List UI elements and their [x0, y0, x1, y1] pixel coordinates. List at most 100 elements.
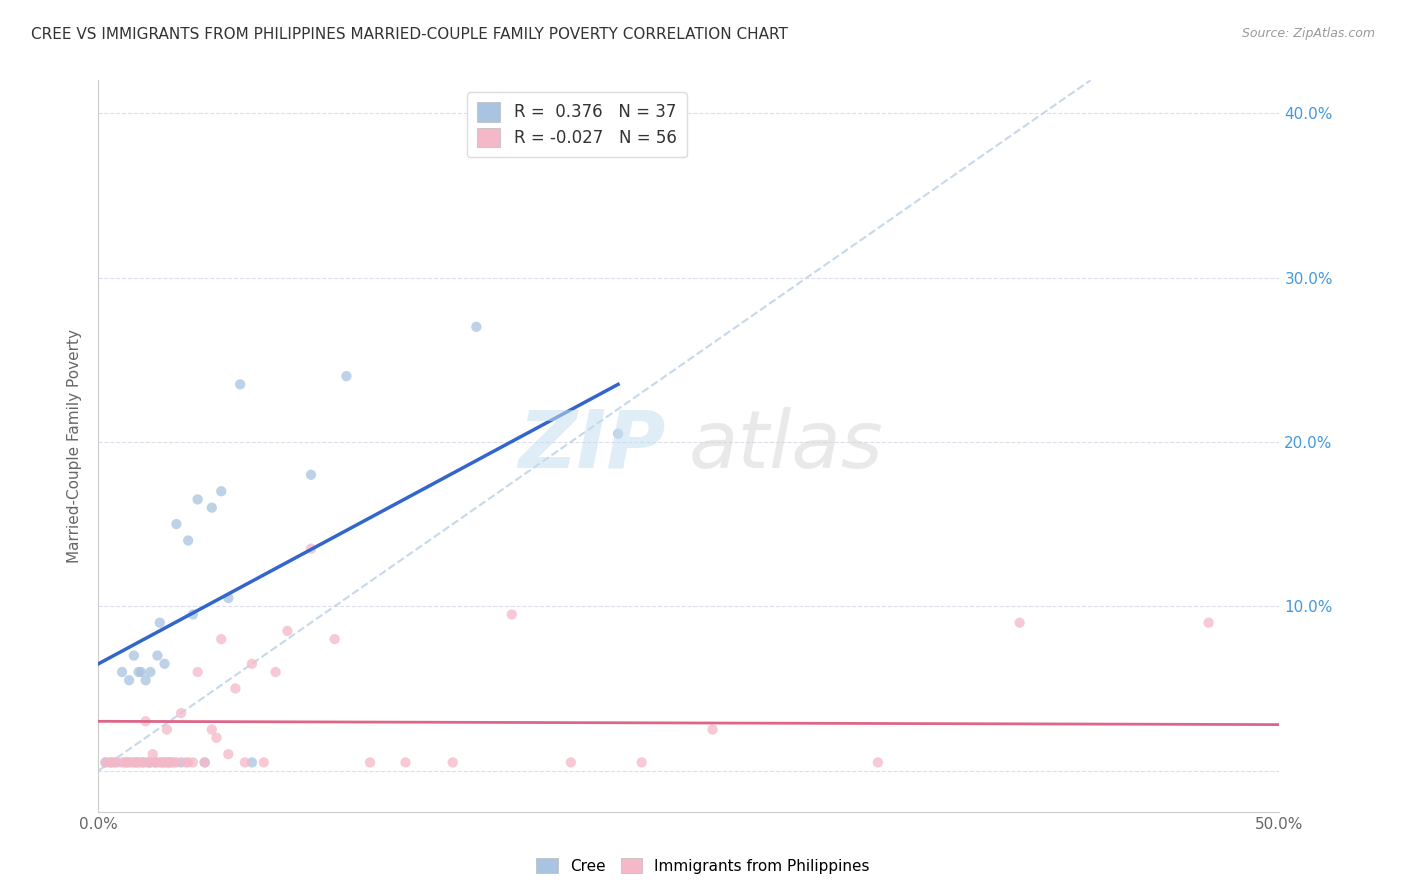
Legend: Cree, Immigrants from Philippines: Cree, Immigrants from Philippines: [530, 852, 876, 880]
Point: [104, 756, 127, 770]
Point: [111, 756, 134, 770]
Text: ZIP: ZIP: [517, 407, 665, 485]
Point: [174, 756, 197, 770]
Point: [115, 756, 138, 770]
Point: [194, 756, 217, 770]
Point: [187, 665, 209, 679]
Point: [253, 756, 276, 770]
Point: [135, 673, 157, 688]
Point: [156, 756, 179, 770]
Y-axis label: Married-Couple Family Poverty: Married-Couple Family Poverty: [67, 329, 83, 563]
Point: [299, 467, 322, 482]
Point: [630, 756, 652, 770]
Point: [160, 756, 183, 770]
Point: [98, 756, 121, 770]
Point: [465, 319, 488, 334]
Point: [165, 517, 187, 532]
Point: [94, 756, 117, 770]
Point: [139, 665, 162, 679]
Point: [112, 756, 135, 770]
Point: [129, 665, 152, 679]
Point: [132, 756, 155, 770]
Point: [170, 756, 193, 770]
Point: [135, 714, 157, 729]
Point: [111, 665, 134, 679]
Point: [441, 756, 464, 770]
Point: [149, 615, 172, 630]
Point: [118, 673, 141, 688]
Point: [136, 756, 159, 770]
Point: [98, 756, 121, 770]
Point: [153, 756, 176, 770]
Point: [866, 756, 889, 770]
Point: [101, 756, 124, 770]
Point: [139, 756, 162, 770]
Point: [125, 756, 148, 770]
Point: [150, 756, 173, 770]
Point: [115, 756, 138, 770]
Point: [335, 369, 357, 384]
Point: [128, 665, 150, 679]
Point: [105, 756, 128, 770]
Point: [139, 756, 162, 770]
Point: [209, 484, 232, 499]
Point: [153, 657, 176, 671]
Point: [194, 756, 217, 770]
Point: [323, 632, 346, 647]
Point: [607, 426, 630, 441]
Point: [201, 500, 224, 515]
Point: [233, 756, 256, 770]
Point: [181, 756, 204, 770]
Point: [299, 541, 322, 556]
Point: [122, 648, 145, 663]
Point: [187, 492, 209, 507]
Point: [136, 756, 159, 770]
Text: Source: ZipAtlas.com: Source: ZipAtlas.com: [1241, 27, 1375, 40]
Legend: R =  0.376   N = 37, R = -0.027   N = 56: R = 0.376 N = 37, R = -0.027 N = 56: [467, 92, 686, 157]
Point: [94, 756, 117, 770]
Point: [143, 756, 166, 770]
Point: [150, 756, 173, 770]
Point: [702, 723, 724, 737]
Point: [142, 747, 165, 762]
Point: [146, 648, 169, 663]
Point: [1008, 615, 1031, 630]
Point: [143, 756, 166, 770]
Point: [1198, 615, 1220, 630]
Point: [128, 756, 150, 770]
Point: [125, 756, 148, 770]
Point: [181, 607, 204, 622]
Point: [129, 756, 152, 770]
Point: [156, 723, 179, 737]
Point: [163, 756, 186, 770]
Point: [149, 756, 172, 770]
Point: [157, 756, 180, 770]
Point: [359, 756, 381, 770]
Point: [201, 723, 224, 737]
Point: [146, 756, 169, 770]
Point: [165, 756, 187, 770]
Point: [224, 681, 246, 696]
Point: [177, 756, 200, 770]
Point: [121, 756, 143, 770]
Point: [276, 624, 298, 638]
Point: [240, 657, 263, 671]
Text: CREE VS IMMIGRANTS FROM PHILIPPINES MARRIED-COUPLE FAMILY POVERTY CORRELATION CH: CREE VS IMMIGRANTS FROM PHILIPPINES MARR…: [31, 27, 787, 42]
Text: atlas: atlas: [689, 407, 884, 485]
Point: [170, 706, 193, 720]
Point: [217, 747, 239, 762]
Point: [122, 756, 145, 770]
Point: [394, 756, 416, 770]
Point: [209, 632, 232, 647]
Point: [132, 756, 155, 770]
Point: [560, 756, 582, 770]
Point: [217, 591, 239, 605]
Point: [157, 756, 180, 770]
Point: [118, 756, 141, 770]
Point: [229, 377, 252, 392]
Point: [177, 533, 200, 548]
Point: [205, 731, 228, 745]
Point: [501, 607, 523, 622]
Point: [264, 665, 287, 679]
Point: [240, 756, 263, 770]
